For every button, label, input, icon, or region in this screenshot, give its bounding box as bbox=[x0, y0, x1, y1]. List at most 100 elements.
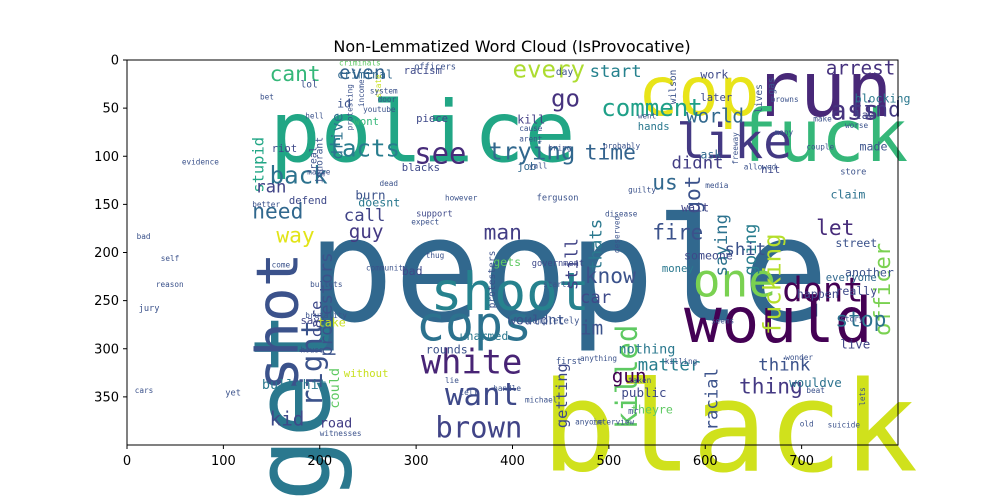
word-didnt: didnt bbox=[672, 153, 724, 173]
word-completely: completely bbox=[527, 316, 579, 326]
word-lives: lives bbox=[754, 84, 765, 113]
word-guilty: guilty bbox=[628, 186, 656, 195]
word-arrest: arrest bbox=[826, 56, 896, 79]
word-michael: michael bbox=[525, 395, 557, 404]
word-cant: cant bbox=[270, 61, 321, 86]
word-trying: trying bbox=[488, 137, 575, 165]
x-tick-label: 500 bbox=[596, 454, 621, 469]
word-suicide: suicide bbox=[828, 420, 861, 429]
word-seems: seems bbox=[711, 316, 734, 325]
word-public: public bbox=[621, 385, 666, 400]
word-everyone: everyone bbox=[826, 272, 877, 284]
word-want: want bbox=[445, 377, 519, 413]
word-money: money bbox=[662, 263, 694, 275]
word-evidence: evidence bbox=[182, 158, 219, 167]
word-right: right bbox=[295, 320, 329, 407]
word-work: work bbox=[700, 67, 728, 81]
word-protestors: protestors bbox=[317, 253, 337, 357]
word-cops: cops bbox=[416, 297, 532, 353]
word-thug: thug bbox=[426, 251, 445, 260]
word-take: take bbox=[318, 316, 346, 330]
word-racial: racial bbox=[702, 368, 722, 430]
word-taken: taken bbox=[628, 376, 651, 385]
word-yet: yet bbox=[225, 389, 241, 399]
word-even: even bbox=[339, 61, 385, 84]
word-find: find bbox=[850, 96, 901, 121]
word-people: people bbox=[307, 187, 829, 355]
word-interview: interview bbox=[593, 418, 635, 427]
word-lets: lets bbox=[858, 387, 867, 406]
word-real: real bbox=[309, 147, 320, 170]
word-wouldve: wouldve bbox=[789, 375, 842, 390]
word-got: got bbox=[680, 176, 705, 214]
word-fire: fire bbox=[652, 220, 703, 245]
word-like: like bbox=[676, 114, 792, 170]
word-shoot: shoot bbox=[431, 262, 590, 323]
word-world: world bbox=[686, 105, 744, 128]
word-witnesses: witnesses bbox=[320, 429, 362, 438]
word-killing: killing bbox=[665, 357, 697, 366]
word-couple: couple bbox=[806, 142, 834, 151]
x-tick-label: 600 bbox=[693, 454, 718, 469]
word-hell: hell bbox=[305, 111, 324, 120]
word-reason: reason bbox=[156, 280, 184, 289]
word-still: still bbox=[563, 238, 583, 290]
y-tick-label: 200 bbox=[94, 246, 119, 261]
word-call: call bbox=[344, 206, 386, 226]
chart-title: Non-Lemmatized Word Cloud (IsProvocative… bbox=[333, 37, 690, 56]
word-wouldnt: wouldnt bbox=[508, 313, 565, 329]
word-run: run bbox=[753, 46, 892, 135]
word-get: get bbox=[231, 310, 354, 500]
word-cars: cars bbox=[135, 386, 154, 395]
word-nothing: nothing bbox=[619, 341, 676, 357]
word-criminal: criminal bbox=[337, 67, 393, 81]
word-blacks: blacks bbox=[402, 162, 440, 174]
word-ferguson: ferguson bbox=[537, 193, 579, 203]
word-would: would bbox=[684, 284, 872, 357]
word-later: later bbox=[700, 92, 732, 104]
word-could: could bbox=[327, 368, 343, 409]
word-live: live bbox=[840, 337, 870, 352]
word-income: income bbox=[357, 79, 366, 107]
word-start: start bbox=[590, 62, 642, 82]
word-without: without bbox=[344, 368, 389, 380]
word-ran: ran bbox=[255, 177, 286, 197]
word-matter: matter bbox=[638, 355, 700, 375]
word-deserved: deserved bbox=[612, 216, 621, 253]
word-let: let bbox=[816, 215, 854, 240]
word-ignorant: ignorant bbox=[314, 137, 325, 183]
word-id: id bbox=[337, 96, 351, 110]
word-anything: anything bbox=[580, 354, 617, 363]
word-hands: hands bbox=[638, 121, 670, 133]
word-however: however bbox=[445, 193, 478, 202]
word-burn: burn bbox=[355, 187, 385, 202]
word-expect: expect bbox=[411, 217, 439, 226]
word-bring: bring bbox=[548, 143, 571, 152]
y-axis: 0 50 100 150 200 250 300 350 bbox=[94, 54, 127, 405]
word-store: store bbox=[840, 167, 866, 177]
word-officers: officers bbox=[414, 62, 456, 72]
word-guy: guy bbox=[349, 220, 384, 243]
word-street: street bbox=[835, 236, 877, 250]
word-beat: beat bbox=[806, 386, 825, 395]
word-thing: thing bbox=[739, 374, 803, 399]
word-media: media bbox=[705, 181, 728, 190]
word-allowed: allowed bbox=[744, 162, 776, 171]
word-ass: ass bbox=[831, 96, 880, 127]
word-time: time bbox=[585, 140, 636, 165]
y-tick-label: 250 bbox=[94, 294, 119, 309]
word-racism: racism bbox=[404, 65, 442, 77]
word-yall: yall bbox=[529, 162, 548, 171]
word-come: come bbox=[272, 261, 291, 270]
word-law: law bbox=[855, 108, 876, 122]
word-back: back bbox=[270, 161, 329, 189]
word-bullets: bullets bbox=[310, 280, 342, 289]
word-saying: saying bbox=[712, 214, 732, 276]
word-car: car bbox=[580, 288, 611, 308]
word-rounds: rounds bbox=[426, 343, 468, 357]
word-old: old bbox=[800, 419, 814, 428]
word-house: house bbox=[301, 345, 325, 354]
word-dead: dead bbox=[380, 179, 399, 188]
